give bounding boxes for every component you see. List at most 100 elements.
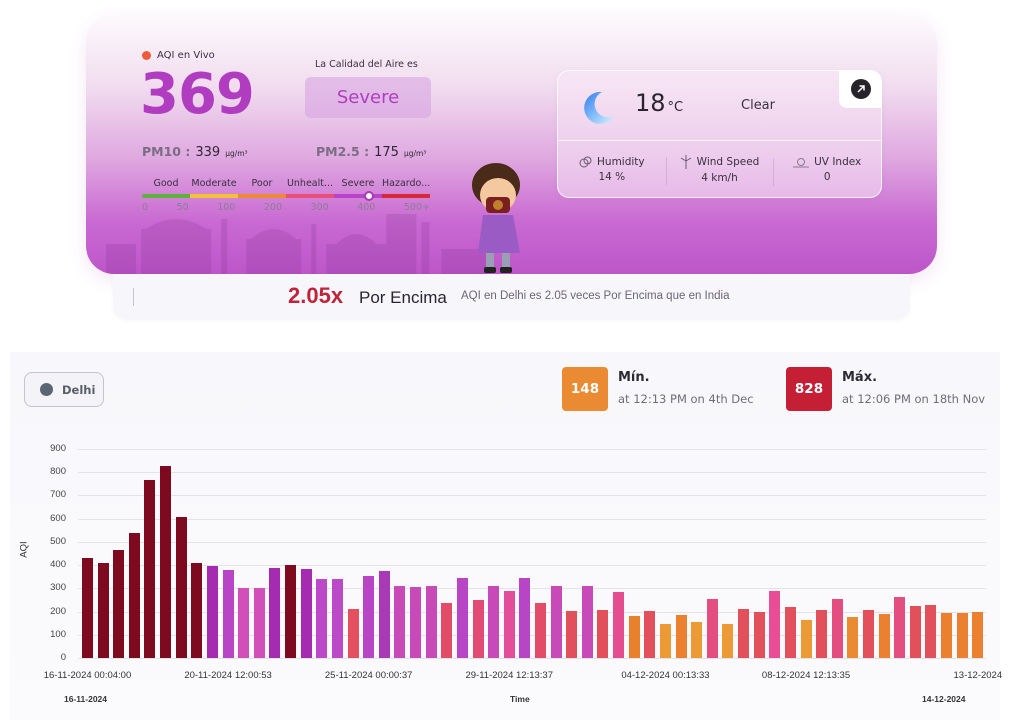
aqi-bar[interactable] bbox=[769, 591, 781, 658]
x-tick-label: 04-12-2024 00:13:33 bbox=[621, 670, 710, 681]
aqi-bar[interactable] bbox=[628, 615, 640, 658]
aqi-bar[interactable] bbox=[909, 605, 921, 658]
uv-icon bbox=[793, 158, 810, 168]
humidity-icon bbox=[579, 156, 592, 168]
aqi-bar[interactable] bbox=[878, 613, 890, 658]
aqi-bar[interactable] bbox=[659, 623, 671, 658]
aqi-bar[interactable] bbox=[894, 596, 906, 658]
aqi-bar[interactable] bbox=[550, 586, 562, 658]
aqi-scale-marker bbox=[364, 191, 374, 201]
y-tick-label: 900 bbox=[50, 443, 66, 454]
aqi-bar[interactable] bbox=[425, 586, 437, 658]
air-quality-label: La Calidad del Aire es bbox=[315, 59, 418, 70]
aqi-bar[interactable] bbox=[253, 587, 265, 658]
aqi-bar[interactable] bbox=[816, 610, 828, 658]
aqi-bar[interactable] bbox=[394, 585, 406, 658]
aqi-scale-segment bbox=[382, 194, 430, 198]
scale-num: 50 bbox=[176, 202, 189, 213]
aqi-bar[interactable] bbox=[503, 590, 515, 658]
aqi-bar[interactable] bbox=[722, 623, 734, 658]
aqi-bar[interactable] bbox=[82, 557, 93, 658]
aqi-scale-segment bbox=[238, 194, 286, 198]
x-tick-label: 29-11-2024 12:13:37 bbox=[465, 670, 553, 681]
pm25-reading: PM2.5 : 175 µg/m³ bbox=[316, 144, 426, 160]
y-tick-label: 200 bbox=[50, 605, 66, 617]
aqi-bar-chart: AQI 0 100 200 300 400 500 600 700 800 900 16-11-2… bbox=[10, 352, 1002, 720]
aqi-bar[interactable] bbox=[706, 598, 718, 658]
aqi-bar[interactable] bbox=[847, 617, 859, 658]
aqi-bar[interactable] bbox=[534, 602, 546, 658]
wind-speed-label: Wind Speed bbox=[696, 156, 760, 168]
temperature-unit: °C bbox=[667, 100, 684, 115]
y-tick-label: 100 bbox=[50, 628, 66, 640]
aqi-bar[interactable] bbox=[472, 599, 484, 658]
aqi-bar[interactable] bbox=[753, 611, 765, 658]
pm10-label: PM10 : bbox=[142, 144, 191, 159]
aqi-bar[interactable] bbox=[97, 563, 109, 658]
aqi-bar[interactable] bbox=[347, 608, 359, 658]
comparison-strip: 2.05x Por Encima AQI en Delhi es 2.05 ve… bbox=[113, 274, 910, 319]
y-axis-label: AQI bbox=[18, 541, 30, 558]
aqi-bar[interactable] bbox=[519, 577, 531, 658]
aqi-bar[interactable] bbox=[269, 567, 281, 658]
arrow-up-right-icon bbox=[850, 79, 871, 99]
y-tick-label: 300 bbox=[50, 582, 66, 594]
scale-num: 500+ bbox=[403, 202, 430, 213]
scale-num: 100 bbox=[217, 202, 236, 213]
aqi-bar[interactable] bbox=[675, 615, 687, 658]
aqi-bar[interactable] bbox=[581, 586, 593, 658]
aqi-bar[interactable] bbox=[831, 599, 843, 658]
aqi-bar[interactable] bbox=[191, 563, 203, 658]
aqi-bar[interactable] bbox=[316, 579, 328, 658]
aqi-bar[interactable] bbox=[956, 613, 968, 658]
aqi-bar[interactable] bbox=[378, 570, 390, 658]
divider bbox=[133, 288, 134, 306]
humidity-label: Humidity bbox=[597, 156, 645, 168]
wind-speed-stat: Wind Speed 4 km/h bbox=[665, 155, 774, 185]
aqi-bar[interactable] bbox=[160, 466, 172, 658]
aqi-bar[interactable] bbox=[410, 586, 422, 658]
aqi-bar[interactable] bbox=[331, 579, 343, 658]
aqi-bar[interactable] bbox=[800, 620, 812, 658]
aqi-bar[interactable] bbox=[613, 592, 625, 658]
mascot-with-mask-illustration bbox=[472, 163, 520, 273]
aqi-history-chart-panel: Delhi 148 Mín. at 12:13 PM on 4th Dec 82… bbox=[10, 352, 1002, 720]
aqi-bar[interactable] bbox=[113, 550, 125, 658]
aqi-bar[interactable] bbox=[941, 613, 953, 658]
aqi-bar[interactable] bbox=[238, 587, 250, 658]
temperature-value: 18 bbox=[635, 89, 666, 117]
live-label: AQI en Vivo bbox=[157, 50, 215, 61]
aqi-bar[interactable] bbox=[222, 570, 234, 658]
aqi-bar[interactable] bbox=[206, 566, 218, 658]
open-weather-details-button[interactable] bbox=[839, 70, 882, 108]
city-dot-icon bbox=[40, 383, 53, 396]
x-tick-label: 08-12-2024 12:13:35 bbox=[761, 670, 851, 681]
aqi-bar[interactable] bbox=[691, 622, 703, 658]
aqi-bar[interactable] bbox=[144, 479, 156, 658]
city-legend-chip[interactable]: Delhi bbox=[24, 372, 104, 407]
aqi-bar[interactable] bbox=[863, 610, 874, 658]
aqi-bar[interactable] bbox=[644, 610, 656, 658]
gridline bbox=[78, 634, 986, 636]
aqi-bar[interactable] bbox=[566, 611, 578, 658]
aqi-bar[interactable] bbox=[128, 532, 140, 658]
aqi-bar[interactable] bbox=[363, 575, 375, 658]
aqi-bar[interactable] bbox=[175, 516, 187, 658]
aqi-bar[interactable] bbox=[738, 608, 750, 658]
aqi-bar[interactable] bbox=[441, 603, 453, 658]
gridline bbox=[78, 495, 986, 497]
gridline bbox=[78, 588, 986, 590]
aqi-bar[interactable] bbox=[285, 565, 297, 658]
aqi-bar[interactable] bbox=[597, 609, 609, 658]
aqi-bar[interactable] bbox=[456, 578, 468, 658]
aqi-bar[interactable] bbox=[488, 586, 500, 658]
aqi-scale-labels: Good Moderate Poor Unhealt... Severe Haz… bbox=[142, 178, 430, 189]
aqi-bar[interactable] bbox=[300, 568, 312, 658]
aqi-bar[interactable] bbox=[784, 607, 796, 658]
gridline bbox=[78, 541, 986, 543]
aqi-bar[interactable] bbox=[925, 605, 937, 658]
aqi-bar[interactable] bbox=[972, 612, 984, 658]
min-aqi-time: at 12:13 PM on 4th Dec bbox=[618, 392, 754, 406]
scale-num: 0 bbox=[142, 202, 149, 213]
wind-speed-value: 4 km/h bbox=[701, 172, 738, 184]
